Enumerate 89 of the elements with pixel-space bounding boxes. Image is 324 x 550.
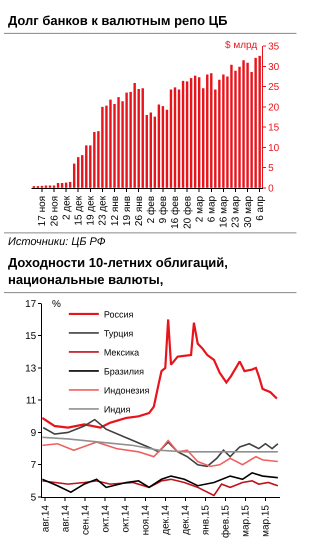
bar [150, 112, 152, 188]
bar [60, 183, 64, 188]
legend-label: Россия [104, 309, 134, 320]
x-tick-label: 16 фев [170, 196, 182, 229]
x-tick-label: 23 дек [98, 195, 109, 226]
chart-title: Долг банков к валютным репо ЦБ [8, 13, 228, 28]
x-tick-label: 12 янв [110, 196, 121, 226]
y-tick-label: 35 [268, 42, 280, 53]
x-tick-label: ноя.14 [140, 504, 152, 536]
x-tick-label: 16 мар [218, 195, 230, 228]
x-tick-label: 2 фев [146, 196, 158, 224]
x-tick-label: 20 фев [182, 196, 194, 229]
x-tick-label: дек.14 [180, 504, 192, 535]
line-series [42, 318, 278, 429]
bar [206, 74, 208, 188]
bar [182, 80, 184, 188]
x-tick-label: окт.14 [100, 504, 112, 532]
x-tick-label: дек.14 [160, 504, 172, 535]
x-tick-label: 26 ноя [49, 196, 60, 226]
x-tick-label: 6 мар [206, 195, 218, 222]
chart-title: Доходности 10-летних облигаций, национальные валюты, [8, 255, 228, 287]
x-tick-label: 2 мар [194, 195, 206, 222]
y-tick-label: 25 [268, 82, 280, 94]
bar [142, 88, 144, 188]
x-tick-label: 30 мар [242, 195, 254, 228]
x-tick-label: фев.15 [220, 504, 232, 538]
bar [210, 73, 212, 188]
x-tick-label: окт.14 [120, 504, 132, 532]
y-tick-label: 10 [268, 142, 280, 154]
y-axis-title: % [52, 299, 61, 310]
bar [186, 81, 188, 188]
bar [93, 132, 96, 188]
bar [254, 58, 257, 188]
bar [190, 78, 192, 188]
bar [117, 97, 120, 188]
text: Источники: ЦБ РФ [8, 236, 106, 248]
x-tick-label: мар.15 [240, 504, 252, 537]
bar [242, 60, 245, 188]
legend-label: Турция [104, 328, 134, 338]
y-tick-label: 15 [25, 331, 37, 342]
y-axis-title: $ млрд [225, 40, 258, 51]
x-tick-label: 26 янв [134, 196, 145, 226]
bar [230, 64, 233, 188]
bar [162, 106, 164, 188]
y-tick-label: 9 [30, 428, 37, 439]
x-tick-label: 23 мар [230, 195, 242, 228]
line-series [42, 436, 279, 453]
y-tick-label: 0 [268, 183, 274, 194]
bar [166, 110, 168, 188]
x-tick-label: мар.15 [260, 504, 272, 537]
x-tick-label: 6 апр [254, 195, 266, 221]
x-tick-label: 19 янв [122, 196, 133, 226]
bar [85, 145, 88, 188]
x-tick-label: 17 ноя [37, 196, 48, 226]
bar [105, 106, 108, 188]
bar [198, 77, 200, 188]
x-tick-label: 15 дек [73, 195, 84, 226]
y-tick-label: 11 [26, 396, 37, 407]
y-tick-label: 13 [25, 363, 37, 374]
bar [158, 104, 160, 188]
x-tick-label: 2 дек [61, 195, 72, 220]
bar [56, 183, 60, 188]
y-tick-label: 15 [268, 122, 280, 134]
line-series [42, 418, 279, 468]
x-tick-label: 19 дек [86, 195, 97, 226]
legend-label: Мексика [104, 347, 140, 358]
bar [194, 76, 196, 188]
y-tick-label: 20 [268, 102, 280, 114]
y-tick-label: 5 [268, 163, 274, 174]
bar [64, 182, 68, 188]
bar [133, 82, 136, 188]
legend-label: Бразилия [104, 366, 144, 376]
line-series [42, 440, 279, 468]
y-tick-label: 30 [268, 62, 280, 73]
x-tick-label: авг.14 [40, 504, 52, 532]
bar [77, 157, 80, 188]
x-tick-label: 9 фев [158, 196, 170, 224]
legend-label: Индия [104, 404, 131, 414]
x-tick-label: авг.14 [60, 504, 72, 532]
bar [125, 92, 128, 188]
bar [246, 62, 249, 188]
y-tick-label: 7 [30, 460, 37, 472]
legend-label: Индонезия [104, 385, 150, 396]
y-tick-label: 5 [30, 492, 37, 504]
bar [222, 74, 225, 188]
x-tick-label: сен.14 [80, 504, 92, 536]
bar [101, 106, 104, 188]
y-tick-label: 17 [25, 298, 37, 310]
x-tick-label: янв.15 [200, 504, 212, 536]
